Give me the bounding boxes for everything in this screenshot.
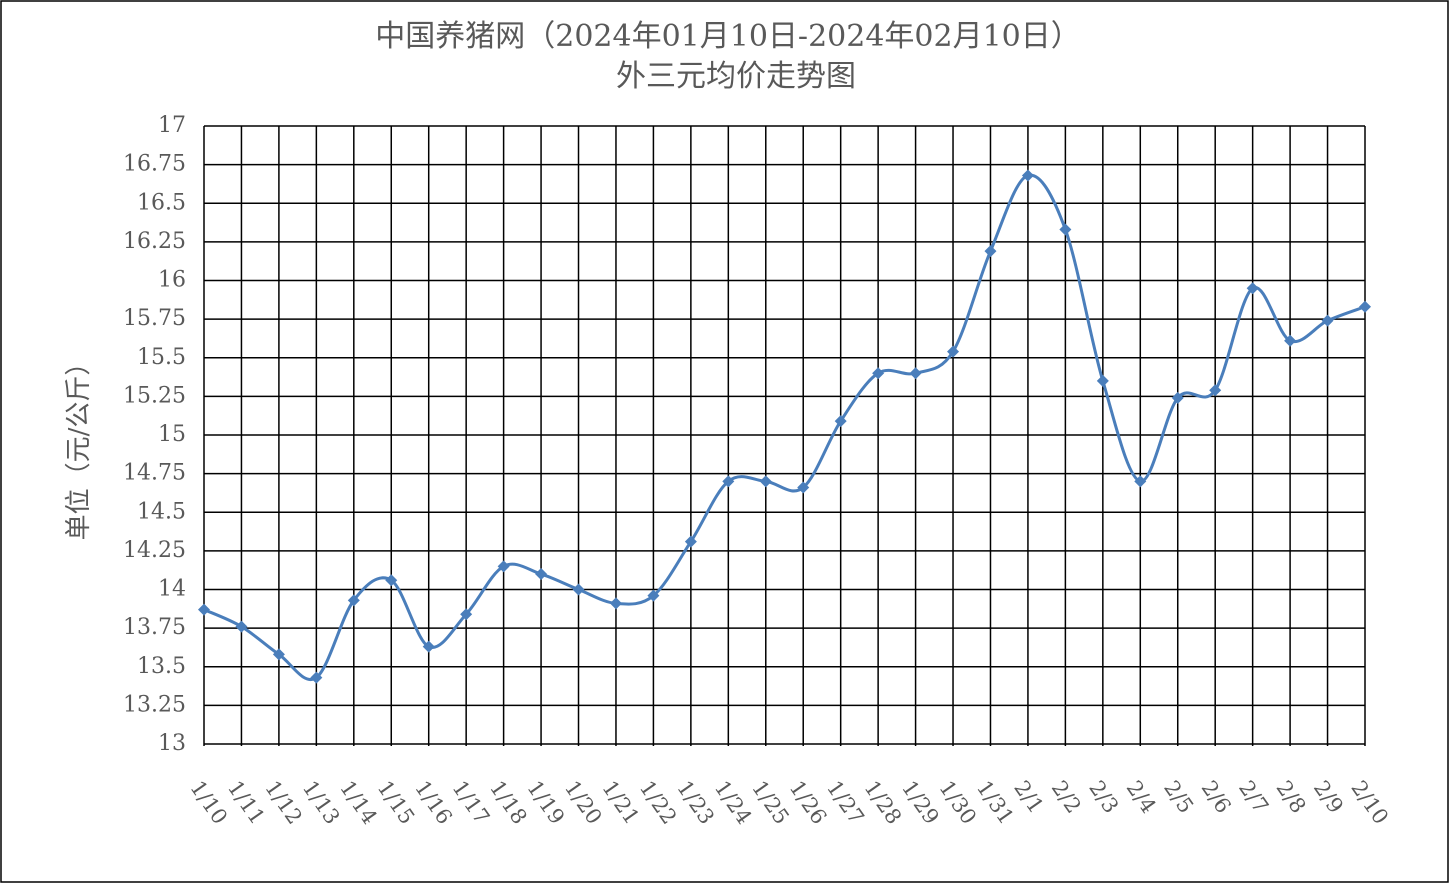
data-point [1059,223,1072,236]
data-point [1171,391,1184,404]
data-point [1246,282,1259,295]
y-tick-label: 16.5 [137,190,186,215]
data-point [310,671,323,684]
data-point [535,568,548,581]
chart-title: 中国养猪网（2024年01月10日-2024年02月10日） [375,19,1081,54]
y-tick-label: 16 [158,268,186,293]
data-point [1209,384,1222,397]
data-point [497,560,510,573]
data-point [647,589,660,602]
y-axis-label: 单位（元/公斤） [64,350,94,541]
data-point [235,620,248,633]
y-tick-label: 15 [158,422,186,447]
chart-subtitle: 外三元均价走势图 [616,59,856,94]
data-point [722,475,735,488]
data-point [797,481,810,494]
y-tick-label: 14 [158,577,186,602]
data-point [984,245,997,258]
y-tick-label: 14.75 [123,461,186,486]
data-point [1021,169,1034,182]
data-point [759,475,772,488]
data-point [684,535,697,548]
y-tick-label: 14.5 [137,499,186,524]
data-point [609,597,622,610]
data-point [460,608,473,621]
data-point [1321,314,1334,327]
y-tick-label: 14.25 [123,538,186,563]
data-point [1134,475,1147,488]
data-point [272,648,285,661]
y-tick-label: 15.75 [123,306,186,331]
y-tick-label: 13 [158,731,186,756]
y-tick-label: 13.75 [123,615,186,640]
data-point [385,574,398,587]
data-point [1096,374,1109,387]
y-tick-label: 13.25 [123,692,186,717]
y-tick-label: 16.75 [123,152,186,177]
y-tick-label: 15.5 [137,345,186,370]
y-tick-label: 16.25 [123,229,186,254]
data-point [947,345,960,358]
data-point [198,603,210,616]
data-point [834,415,847,428]
y-tick-label: 15.25 [123,383,186,408]
data-point [872,367,885,380]
data-point [1359,300,1371,313]
data-point [422,640,435,653]
data-point [572,583,585,596]
data-point [347,594,360,607]
y-tick-label: 17 [158,113,186,138]
data-point [1284,334,1297,347]
data-point [909,367,922,380]
y-tick-label: 13.5 [137,654,186,679]
